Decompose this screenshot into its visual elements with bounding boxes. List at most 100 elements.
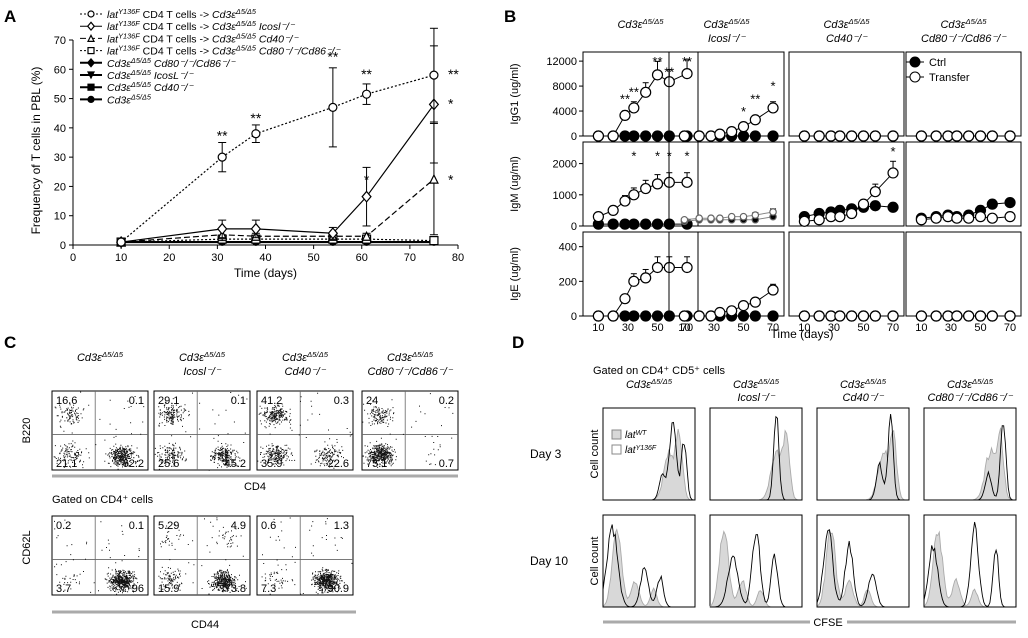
y-tick-label: 12000 xyxy=(546,56,577,68)
data-point-series-1 xyxy=(327,227,339,240)
quadrant-value: 0.2 xyxy=(439,395,454,407)
transfer-point xyxy=(619,293,631,305)
histogram-y136f xyxy=(710,415,802,501)
transfer-point xyxy=(986,310,998,322)
transfer-point xyxy=(592,310,604,322)
x-axis-label: Time (days) xyxy=(771,327,834,341)
data-point-series-2 xyxy=(361,230,372,241)
transfer-point xyxy=(592,211,604,223)
transfer-point xyxy=(769,208,777,216)
legend-marker xyxy=(86,57,96,68)
dotplot-x-label: CD44 xyxy=(191,619,219,631)
significance-star: ** xyxy=(652,54,662,69)
data-point-series-3 xyxy=(429,236,439,246)
quadrant-value: 1.3 xyxy=(334,520,349,532)
data-point-series-0 xyxy=(429,70,439,80)
data-point-series-0 xyxy=(116,237,126,247)
dotplot-top-2-events xyxy=(257,392,354,469)
transfer-point xyxy=(813,310,825,322)
significance-star: * xyxy=(448,172,454,188)
histogram-y136f xyxy=(602,524,695,608)
legend-marker xyxy=(87,34,95,43)
legend-transfer-label: Transfer xyxy=(929,72,970,84)
transfer-point xyxy=(869,186,881,198)
significance-star: ** xyxy=(664,65,674,80)
legend-marker xyxy=(87,95,95,104)
legend-label: Cd3εΔ5/Δ5 xyxy=(107,92,152,107)
histogram-title: Cd3εΔ5/Δ5 xyxy=(947,377,994,392)
x-tick-label: 50 xyxy=(308,252,320,264)
significance-star: * xyxy=(364,172,370,188)
legend-label: latY136F CD4 T cells -> Cd3εΔ5/Δ5 Icosl⁻… xyxy=(107,19,296,34)
quadrant-value: 25.6 xyxy=(158,458,179,470)
significance-star: * xyxy=(655,148,660,163)
transfer-point xyxy=(619,109,631,122)
y-tick-label: 0 xyxy=(571,221,577,233)
transfer-point xyxy=(592,130,604,142)
x-axis-label: CFSE xyxy=(813,617,842,629)
legend-label: latY136F xyxy=(625,445,657,457)
transfer-point xyxy=(628,189,640,201)
x-axis-label: Time (days) xyxy=(234,266,297,280)
x-tick-label: 50 xyxy=(651,322,663,334)
series-line-2 xyxy=(121,178,435,243)
transfer-point xyxy=(693,130,705,142)
legend-label: Cd3εΔ5/Δ5 Cd80⁻/⁻/Cd86⁻/⁻ xyxy=(107,55,236,70)
quadrant-value: 0.1 xyxy=(129,395,144,407)
dotplot-bottom-1-frame xyxy=(153,515,251,596)
dotplot-subtitle: Cd40⁻/⁻ xyxy=(285,366,327,378)
data-point-series-1 xyxy=(361,190,372,203)
series-line-0 xyxy=(120,74,435,243)
transfer-point xyxy=(798,130,810,142)
legend-transfer-marker xyxy=(909,71,921,83)
x-tick-label: 10 xyxy=(115,252,127,264)
dotplot-bottom-0-events xyxy=(54,519,140,596)
transfer-point xyxy=(974,310,987,322)
x-tick-label: 80 xyxy=(452,252,464,264)
ctrl-point xyxy=(887,201,899,213)
dotplot-subtitle: Cd80⁻/⁻/Cd86⁻/⁻ xyxy=(368,366,454,378)
subplot-frame xyxy=(788,51,905,137)
x-tick-label: 40 xyxy=(259,252,271,264)
transfer-point xyxy=(834,310,846,322)
ctrl-point xyxy=(640,130,652,142)
transfer-point xyxy=(1004,310,1016,322)
panel-label-d: D xyxy=(512,333,524,352)
transfer-point xyxy=(640,182,652,195)
significance-star: ** xyxy=(361,66,372,82)
significance-star: * xyxy=(891,144,896,159)
y-tick-label: 400 xyxy=(559,242,577,254)
y-tick-label: 4000 xyxy=(553,106,577,118)
dotplot-bottom-0-frame xyxy=(51,515,149,596)
legend-label: latY136F CD4 T cells -> Cd3εΔ5/Δ5 xyxy=(107,7,257,22)
transfer-point xyxy=(651,178,664,190)
y-tick-label: 60 xyxy=(54,64,66,76)
x-tick-label: 70 xyxy=(1004,322,1016,334)
transfer-point xyxy=(887,310,899,322)
ctrl-point xyxy=(640,218,652,230)
quadrant-value: 16.6 xyxy=(56,395,77,407)
significance-star: ** xyxy=(250,110,261,126)
transfer-point xyxy=(986,212,998,224)
histogram-subtitle: Cd80⁻/⁻/Cd86⁻/⁻ xyxy=(928,392,1014,404)
transfer-point xyxy=(798,215,810,227)
panel-label-b: B xyxy=(504,7,516,26)
transfer-point xyxy=(678,310,690,322)
transfer-point xyxy=(915,310,927,322)
transfer-point xyxy=(640,272,652,284)
subplot-frame xyxy=(788,231,905,317)
dotplot-top-1-frame xyxy=(153,390,251,471)
ctrl-point xyxy=(737,130,750,142)
transfer-point xyxy=(813,130,825,142)
row-label: Day 3 xyxy=(530,447,562,461)
dotplot-y-label: CD62L xyxy=(21,530,33,564)
dotplot-x-label: CD4 xyxy=(244,481,266,493)
series-line-1 xyxy=(121,104,435,243)
transfer-point xyxy=(887,130,899,142)
significance-star: * xyxy=(631,148,636,163)
histogram-y136f xyxy=(710,534,802,608)
histogram-title: Cd3εΔ5/Δ5 xyxy=(733,377,780,392)
data-point-series-1 xyxy=(250,222,262,236)
legend-label: latY136F CD4 T cells -> Cd3εΔ5/Δ5 Cd40⁻/… xyxy=(107,31,299,46)
histogram-title: Cd3εΔ5/Δ5 xyxy=(626,377,673,392)
